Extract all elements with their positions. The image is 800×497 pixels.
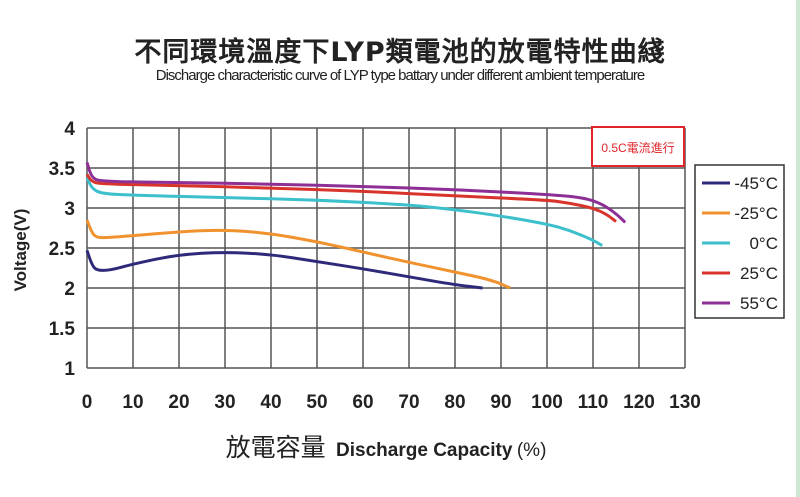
- y-axis-label: Voltage(V): [11, 209, 30, 292]
- x-tick-label: 20: [168, 392, 189, 413]
- y-tick-label: 2: [64, 279, 75, 300]
- chart-title: 不同環境溫度下LYP類電池的放電特性曲綫: [134, 37, 666, 68]
- y-tick-label: 3: [64, 199, 75, 220]
- legend-label: -45°C: [734, 174, 778, 193]
- y-tick-label: 4: [64, 119, 75, 140]
- y-tick-label: 1: [64, 359, 75, 380]
- series-line: [85, 161, 627, 224]
- annotation-box: [591, 126, 685, 167]
- y-tick-label: 3.5: [49, 159, 76, 180]
- x-tick-label: 0: [82, 392, 93, 413]
- x-tick-label: 70: [398, 392, 419, 413]
- series-line: [85, 176, 603, 247]
- series-line: [85, 219, 511, 290]
- legend-label: 55°C: [740, 294, 778, 313]
- x-tick-label: 120: [623, 392, 655, 413]
- x-tick-label: 100: [531, 392, 563, 413]
- series-line: [85, 173, 617, 223]
- x-tick-label: 50: [306, 392, 327, 413]
- x-tick-label: 30: [214, 392, 235, 413]
- x-tick-label: 90: [490, 392, 511, 413]
- x-tick-label: 130: [669, 392, 701, 413]
- x-tick-label: 110: [578, 392, 609, 413]
- x-axis-label-en: Discharge Capacity: [336, 440, 513, 461]
- legend-label: -25°C: [734, 204, 778, 223]
- legend: -45°C -25°C 0°C 25°C 55°C: [694, 164, 785, 319]
- y-tick-label: 1.5: [49, 319, 76, 340]
- x-tick-label: 60: [352, 392, 373, 413]
- series-line: [85, 249, 483, 290]
- x-tick-label: 80: [444, 392, 465, 413]
- annotation-text: 0.5C電流進行: [601, 141, 674, 155]
- y-tick-label: 2.5: [49, 239, 76, 260]
- x-axis-label: 放電容量 Discharge Capacity (%): [226, 433, 547, 462]
- x-tick-label: 40: [260, 392, 281, 413]
- x-axis-label-cn: 放電容量: [226, 433, 326, 462]
- frame-edge: [796, 0, 800, 497]
- x-axis-label-unit: (%): [517, 440, 547, 461]
- legend-label: 0°C: [749, 234, 778, 253]
- x-tick-label: 10: [122, 392, 143, 413]
- legend-label: 25°C: [740, 264, 778, 283]
- chart-subtitle: Discharge characteristic curve of LYP ty…: [155, 67, 645, 84]
